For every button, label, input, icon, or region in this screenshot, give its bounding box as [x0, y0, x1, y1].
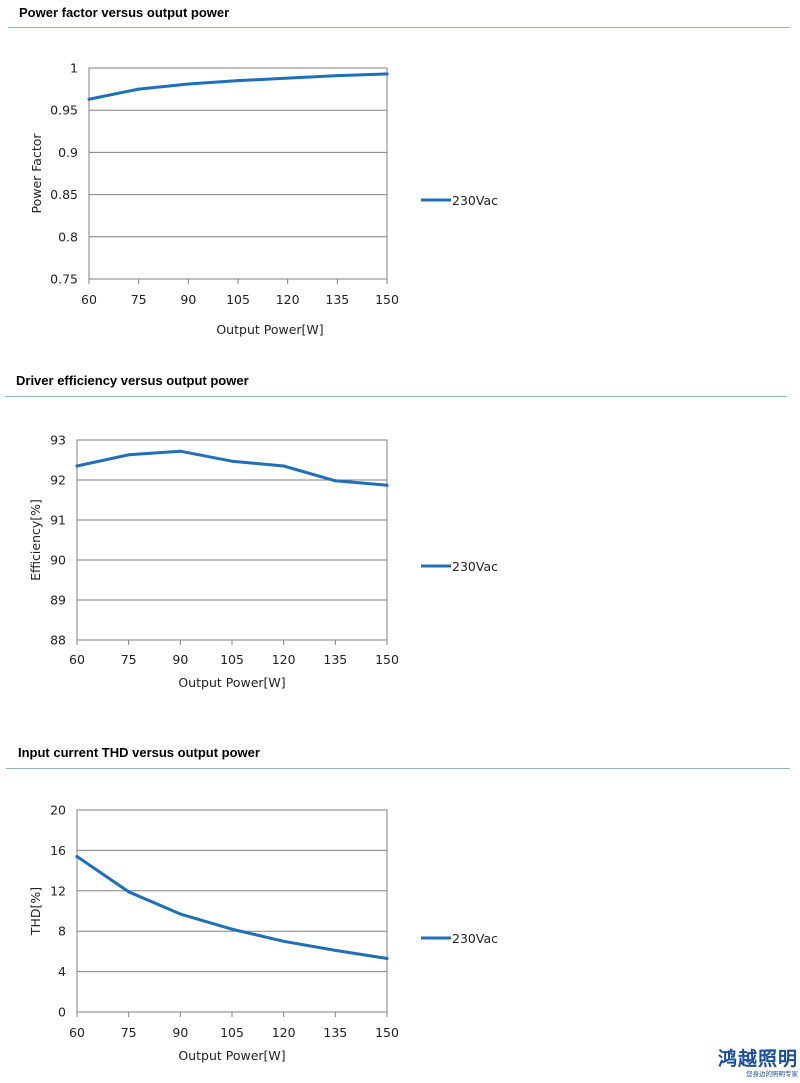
data-point — [87, 97, 91, 101]
logo-wordmark: 鸿越照明 — [717, 1048, 798, 1070]
y-tick-label: 12 — [50, 883, 66, 898]
section-divider — [6, 768, 790, 769]
data-point — [335, 74, 339, 78]
data-point — [230, 927, 234, 931]
legend-label: 230Vac — [452, 931, 498, 946]
data-point — [385, 72, 389, 76]
company-logo: 鸿越照明 您身边的照明专家 — [690, 1048, 798, 1083]
x-tick-label: 60 — [81, 292, 97, 307]
x-tick-label: 105 — [226, 292, 250, 307]
data-point — [333, 948, 337, 952]
x-axis-title: Output Power[W] — [178, 1048, 285, 1063]
section-title-power-factor: Power factor versus output power — [19, 5, 230, 20]
x-tick-label: 75 — [121, 1025, 137, 1040]
x-tick-label: 135 — [323, 652, 347, 667]
x-tick-label: 90 — [172, 1025, 188, 1040]
x-axis-title: Output Power[W] — [178, 675, 285, 690]
x-tick-label: 105 — [220, 652, 244, 667]
x-tick-label: 120 — [276, 292, 300, 307]
data-point — [127, 890, 131, 894]
plot-area-frame — [76, 809, 388, 1013]
x-tick-label: 120 — [272, 1025, 296, 1040]
data-point — [385, 956, 389, 960]
data-point — [236, 79, 240, 83]
plot-area-frame — [88, 67, 388, 280]
x-tick-label: 135 — [323, 1025, 347, 1040]
y-tick-label: 0.9 — [58, 145, 78, 160]
y-tick-label: 20 — [50, 803, 66, 818]
y-tick-label: 0.8 — [58, 229, 78, 244]
y-tick-label: 89 — [50, 593, 66, 608]
x-tick-label: 90 — [172, 652, 188, 667]
section-divider — [8, 27, 790, 28]
x-tick-label: 90 — [180, 292, 196, 307]
x-tick-label: 60 — [69, 652, 85, 667]
section-title-input-current-thd: Input current THD versus output power — [18, 745, 260, 760]
data-point — [75, 854, 79, 858]
x-tick-label: 60 — [69, 1025, 85, 1040]
data-point — [286, 76, 290, 80]
legend-label: 230Vac — [452, 193, 498, 208]
x-tick-label: 135 — [325, 292, 349, 307]
data-point — [186, 82, 190, 86]
y-tick-label: 90 — [50, 553, 66, 568]
data-point — [333, 479, 337, 483]
data-point — [282, 464, 286, 468]
power-factor-chart: 0.75 0.8 0.85 0.9 0.95 1 60 75 90 105 120 135 150 Out… — [29, 61, 498, 338]
y-tick-label: 93 — [50, 433, 66, 448]
data-point — [282, 939, 286, 943]
y-tick-label: 8 — [58, 924, 66, 939]
data-point — [137, 87, 141, 91]
x-tick-label: 120 — [272, 652, 296, 667]
logo-tagline: 您身边的照明专家 — [746, 1070, 798, 1078]
y-tick-label: 0.75 — [50, 272, 78, 287]
y-tick-label: 0.85 — [50, 187, 78, 202]
section-divider — [5, 396, 787, 397]
y-tick-label: 0.95 — [50, 103, 78, 118]
x-tick-label: 75 — [121, 652, 137, 667]
y-tick-label: 92 — [50, 473, 66, 488]
y-tick-label: 1 — [70, 61, 78, 76]
driver-efficiency-chart: 88 89 90 91 92 93 60 75 90 105 120 135 150 Output Pow… — [28, 433, 498, 691]
x-tick-label: 150 — [375, 1025, 399, 1040]
y-tick-label: 91 — [50, 513, 66, 528]
x-axis-title: Output Power[W] — [216, 322, 323, 337]
y-axis-title: Power Factor — [29, 133, 44, 214]
y-axis-title: THD[%] — [28, 887, 43, 936]
data-point — [385, 483, 389, 487]
data-point — [127, 453, 131, 457]
data-point — [75, 464, 79, 468]
y-tick-label: 16 — [50, 843, 66, 858]
data-point — [178, 449, 182, 453]
input-current-thd-chart: 0 4 8 12 16 20 60 75 90 105 120 135 150 Output Power[… — [28, 803, 498, 1064]
legend-label: 230Vac — [452, 559, 498, 574]
section-title-driver-efficiency: Driver efficiency versus output power — [16, 373, 249, 388]
y-axis-title: Efficiency[%] — [28, 499, 43, 581]
y-tick-label: 4 — [58, 964, 66, 979]
y-tick-label: 88 — [50, 633, 66, 648]
x-tick-label: 150 — [375, 292, 399, 307]
x-tick-label: 105 — [220, 1025, 244, 1040]
data-point — [230, 459, 234, 463]
series-line-230vac — [75, 854, 389, 960]
x-tick-label: 150 — [375, 652, 399, 667]
y-tick-label: 0 — [58, 1005, 66, 1020]
x-tick-label: 75 — [131, 292, 147, 307]
series-line-230vac — [87, 72, 389, 101]
data-point — [178, 912, 182, 916]
plot-area-frame — [76, 439, 388, 641]
